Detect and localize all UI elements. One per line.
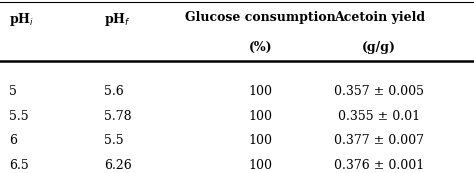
Text: 5.78: 5.78 <box>104 110 132 123</box>
Text: 0.355 ± 0.01: 0.355 ± 0.01 <box>338 110 420 123</box>
Text: (g/g): (g/g) <box>362 41 396 54</box>
Text: 100: 100 <box>249 110 273 123</box>
Text: Glucose consumption: Glucose consumption <box>185 11 336 25</box>
Text: (%): (%) <box>249 41 273 54</box>
Text: Acetoin yield: Acetoin yield <box>334 11 425 25</box>
Text: 100: 100 <box>249 134 273 147</box>
Text: 6.5: 6.5 <box>9 159 29 172</box>
Text: 6: 6 <box>9 134 18 147</box>
Text: 100: 100 <box>249 159 273 172</box>
Text: 5.5: 5.5 <box>104 134 124 147</box>
Text: 0.377 ± 0.007: 0.377 ± 0.007 <box>334 134 424 147</box>
Text: 6.26: 6.26 <box>104 159 132 172</box>
Text: pH$_i$: pH$_i$ <box>9 11 35 29</box>
Text: 5: 5 <box>9 85 18 98</box>
Text: 0.376 ± 0.001: 0.376 ± 0.001 <box>334 159 424 172</box>
Text: pH$_f$: pH$_f$ <box>104 11 131 29</box>
Text: 100: 100 <box>249 85 273 98</box>
Text: 0.357 ± 0.005: 0.357 ± 0.005 <box>334 85 424 98</box>
Text: 5.6: 5.6 <box>104 85 124 98</box>
Text: 5.5: 5.5 <box>9 110 29 123</box>
